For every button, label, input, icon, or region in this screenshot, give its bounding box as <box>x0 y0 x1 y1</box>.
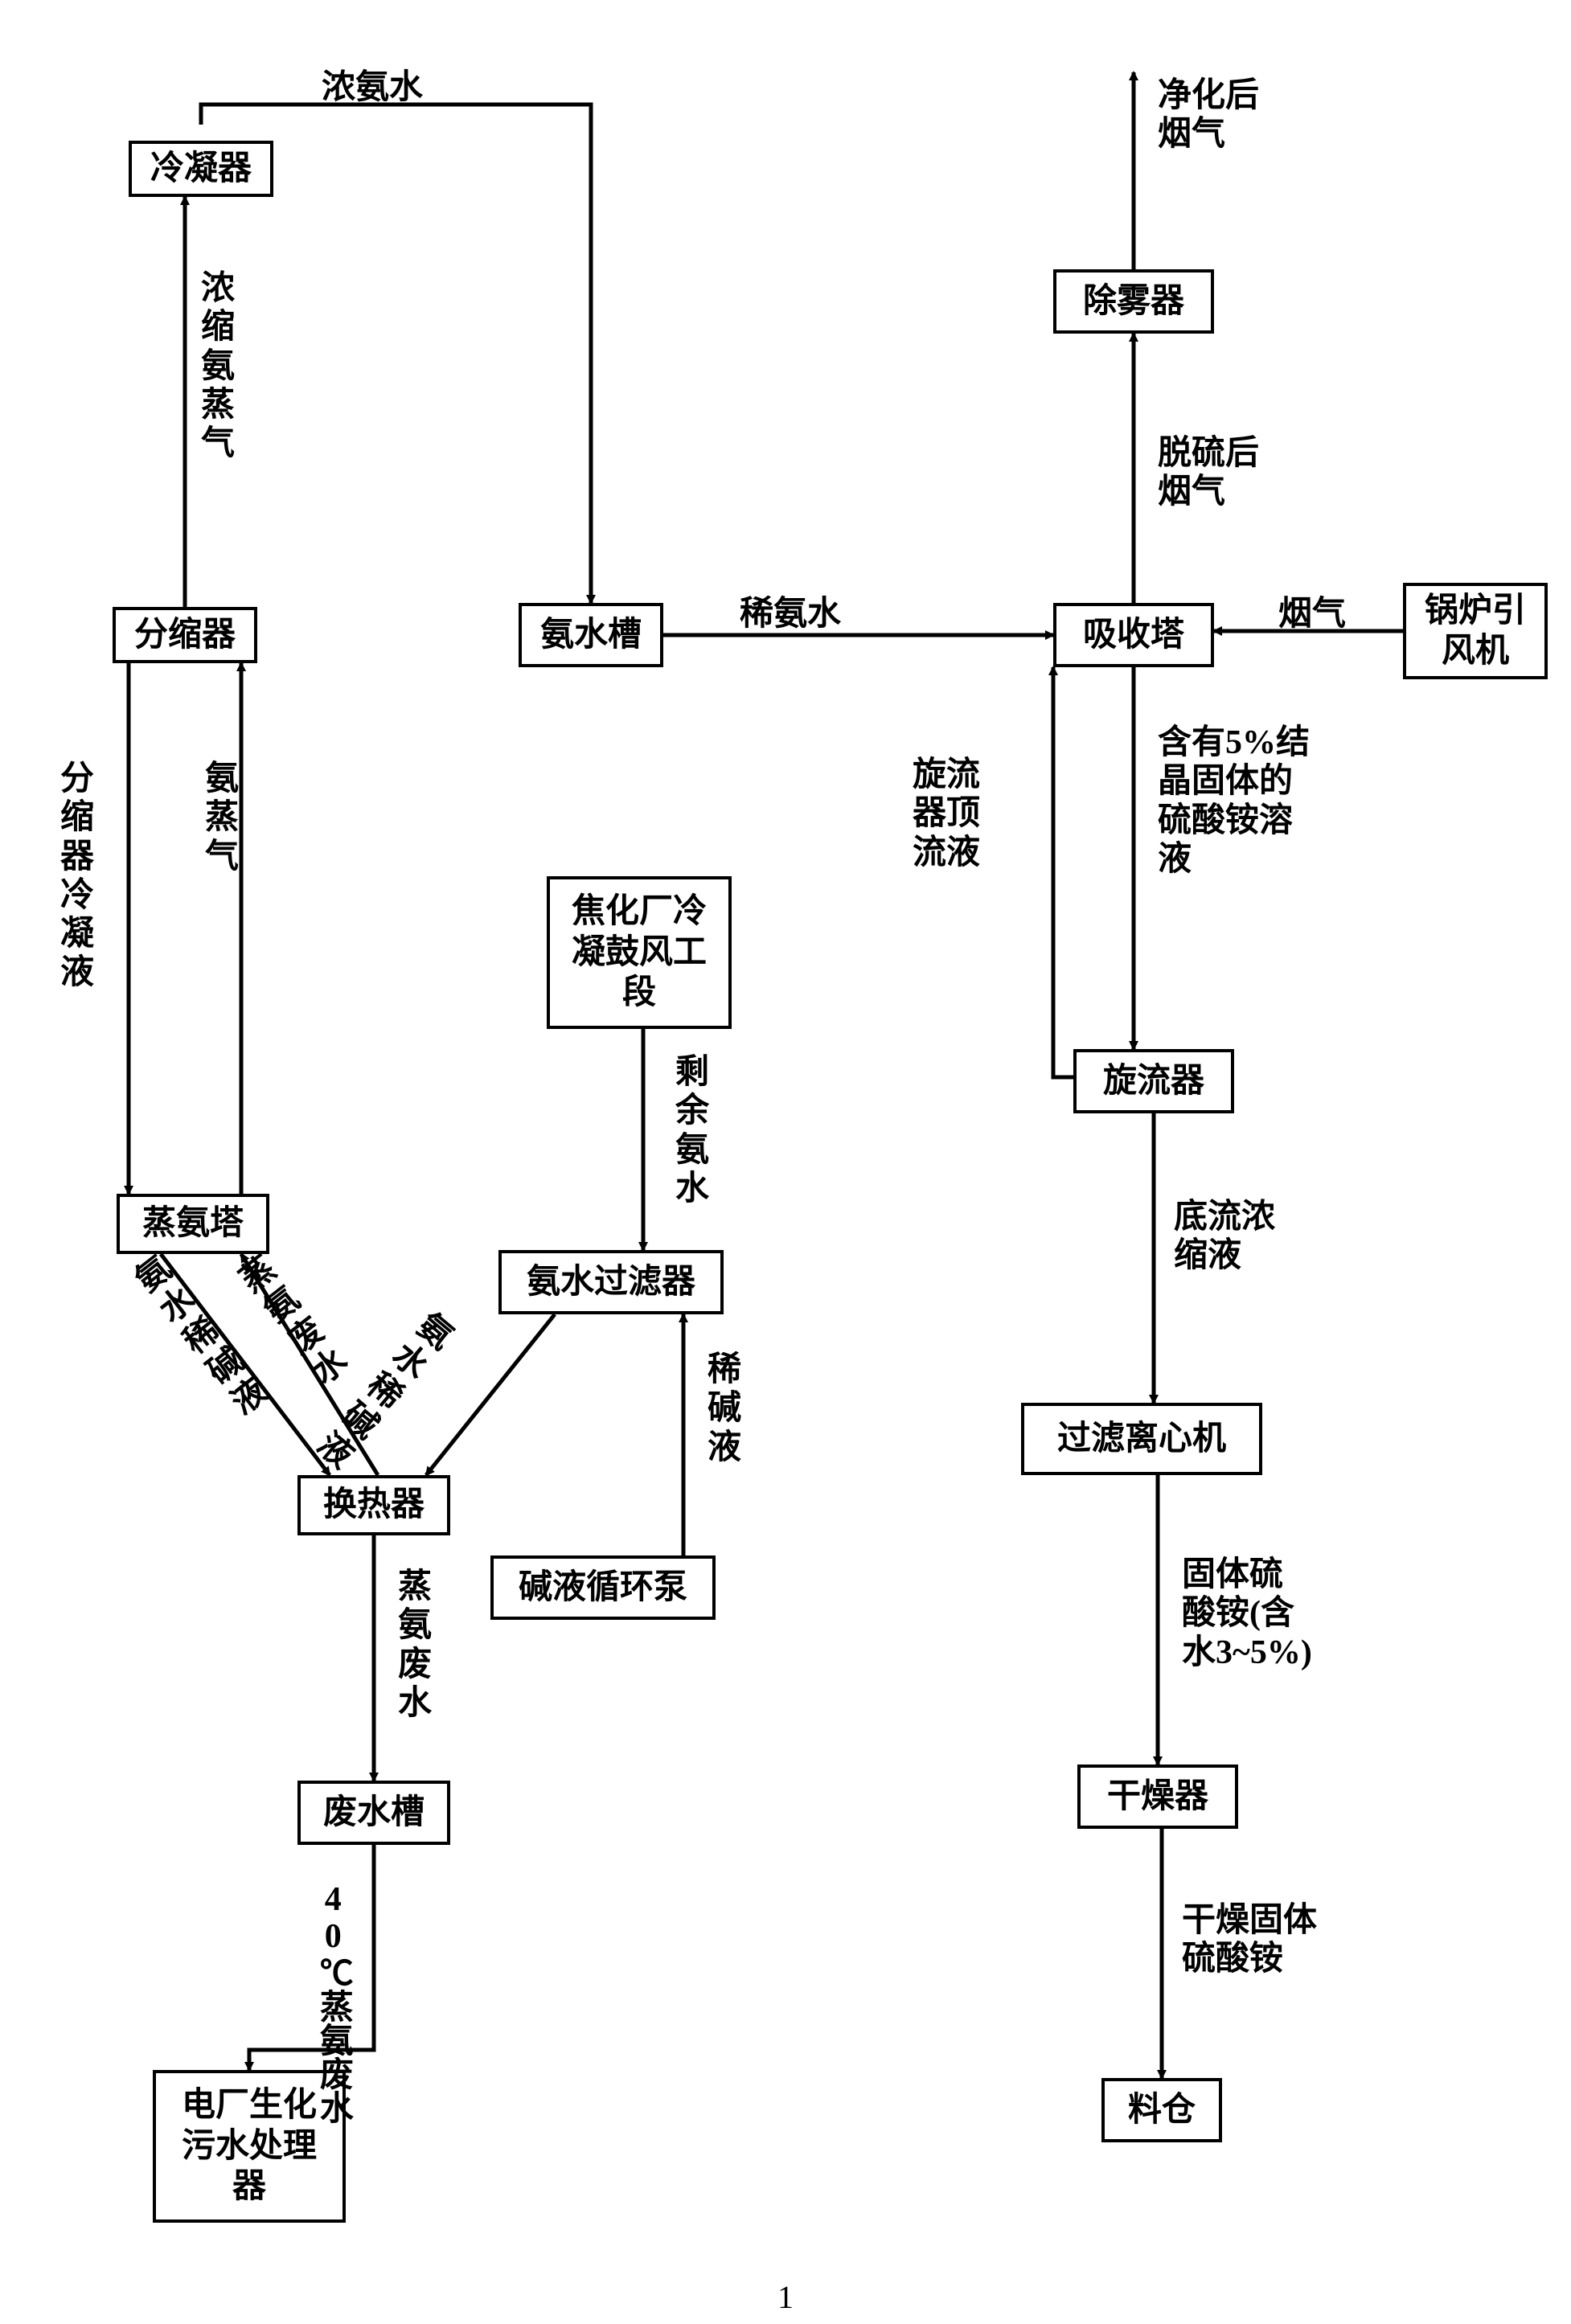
node-label: 旋流器 <box>1103 1061 1204 1101</box>
node-label: 氨水过滤器 <box>527 1262 695 1302</box>
label-steam-amm-waste-2: 蒸 氨 废 水 <box>398 1568 432 1723</box>
node-label: 分缩器 <box>134 615 236 655</box>
node-label: 过滤离心机 <box>1057 1419 1226 1459</box>
node-label: 氨水槽 <box>540 615 642 655</box>
node-dryer: 干燥器 <box>1077 1765 1238 1829</box>
label-dilute-alkali: 稀 碱 液 <box>708 1351 741 1467</box>
node-label: 冷凝器 <box>150 149 252 189</box>
node-label: 干燥器 <box>1107 1777 1208 1817</box>
page-number: 1 <box>777 2278 794 2316</box>
label-dried-solid: 干燥固体 硫酸铵 <box>1182 1901 1317 1979</box>
node-ammonia-tower: 蒸氨塔 <box>117 1194 269 1254</box>
node-label: 吸收塔 <box>1083 615 1184 655</box>
label-desulfurized-gas: 脱硫后 烟气 <box>1158 434 1259 512</box>
node-label: 锅炉引 风机 <box>1413 591 1538 672</box>
node-label: 除雾器 <box>1083 281 1184 322</box>
label-remaining-ammonia: 剩 余 氨 水 <box>675 1053 709 1208</box>
node-demister: 除雾器 <box>1053 269 1214 334</box>
node-boiler-fan: 锅炉引 风机 <box>1403 583 1548 679</box>
node-alkali-pump: 碱液循环泵 <box>490 1555 716 1620</box>
node-ammonia-tank: 氨水槽 <box>519 603 663 667</box>
node-label: 电厂生化 污水处理 器 <box>162 2085 336 2207</box>
label-purified-gas: 净化后 烟气 <box>1158 76 1259 154</box>
node-coking-plant: 焦化厂冷 凝鼓风工 段 <box>547 876 732 1029</box>
node-label: 废水槽 <box>323 1793 425 1833</box>
node-heat-exchanger: 换热器 <box>297 1475 450 1535</box>
label-steam-amm-waste: 蒸 氨 废 水 <box>233 1249 355 1392</box>
label-conc-ammonia-vapor: 浓 缩 氨 蒸 气 <box>201 269 235 463</box>
label-dilute-ammonia: 稀氨水 <box>740 595 841 633</box>
node-label: 料仓 <box>1128 2090 1196 2130</box>
label-amm-dilute-alkali-2: 氨 水 稀 碱 液 <box>310 1306 460 1477</box>
node-label: 焦化厂冷 凝鼓风工 段 <box>556 891 722 1013</box>
node-cyclone: 旋流器 <box>1073 1049 1234 1113</box>
label-ammonia-vapor: 氨 蒸 气 <box>205 760 239 876</box>
label-conc-ammonia: 浓氨水 <box>322 68 423 107</box>
label-cyclone-top-flow: 旋流 器顶 流液 <box>913 756 980 872</box>
label-steam-amm-waste-40: 40℃蒸氨废水 <box>314 1881 352 2124</box>
node-filter-centrifuge: 过滤离心机 <box>1021 1403 1262 1475</box>
node-condenser: 冷凝器 <box>129 141 273 197</box>
node-absorption-tower: 吸收塔 <box>1053 603 1214 667</box>
label-flue-gas: 烟气 <box>1278 595 1346 633</box>
label-ammonium-sulfate-solution: 含有5%结 晶固体的 硫酸铵溶 液 <box>1158 723 1310 879</box>
node-ammonia-filter: 氨水过滤器 <box>498 1250 724 1314</box>
label-bottom-flow: 底流浓 缩液 <box>1174 1198 1275 1276</box>
label-partial-cond-liquid: 分 缩 器 冷 凝 液 <box>60 760 94 993</box>
label-solid-ammonium-sulfate: 固体硫 酸铵(含 水3~5%) <box>1182 1555 1312 1672</box>
node-partial-condenser: 分缩器 <box>113 607 257 663</box>
flowchart-edges <box>0 0 1571 2324</box>
node-silo: 料仓 <box>1101 2078 1222 2142</box>
node-label: 换热器 <box>323 1485 425 1525</box>
node-wastewater-tank: 废水槽 <box>297 1781 450 1845</box>
node-label: 蒸氨塔 <box>142 1203 244 1244</box>
node-label: 碱液循环泵 <box>519 1568 687 1608</box>
